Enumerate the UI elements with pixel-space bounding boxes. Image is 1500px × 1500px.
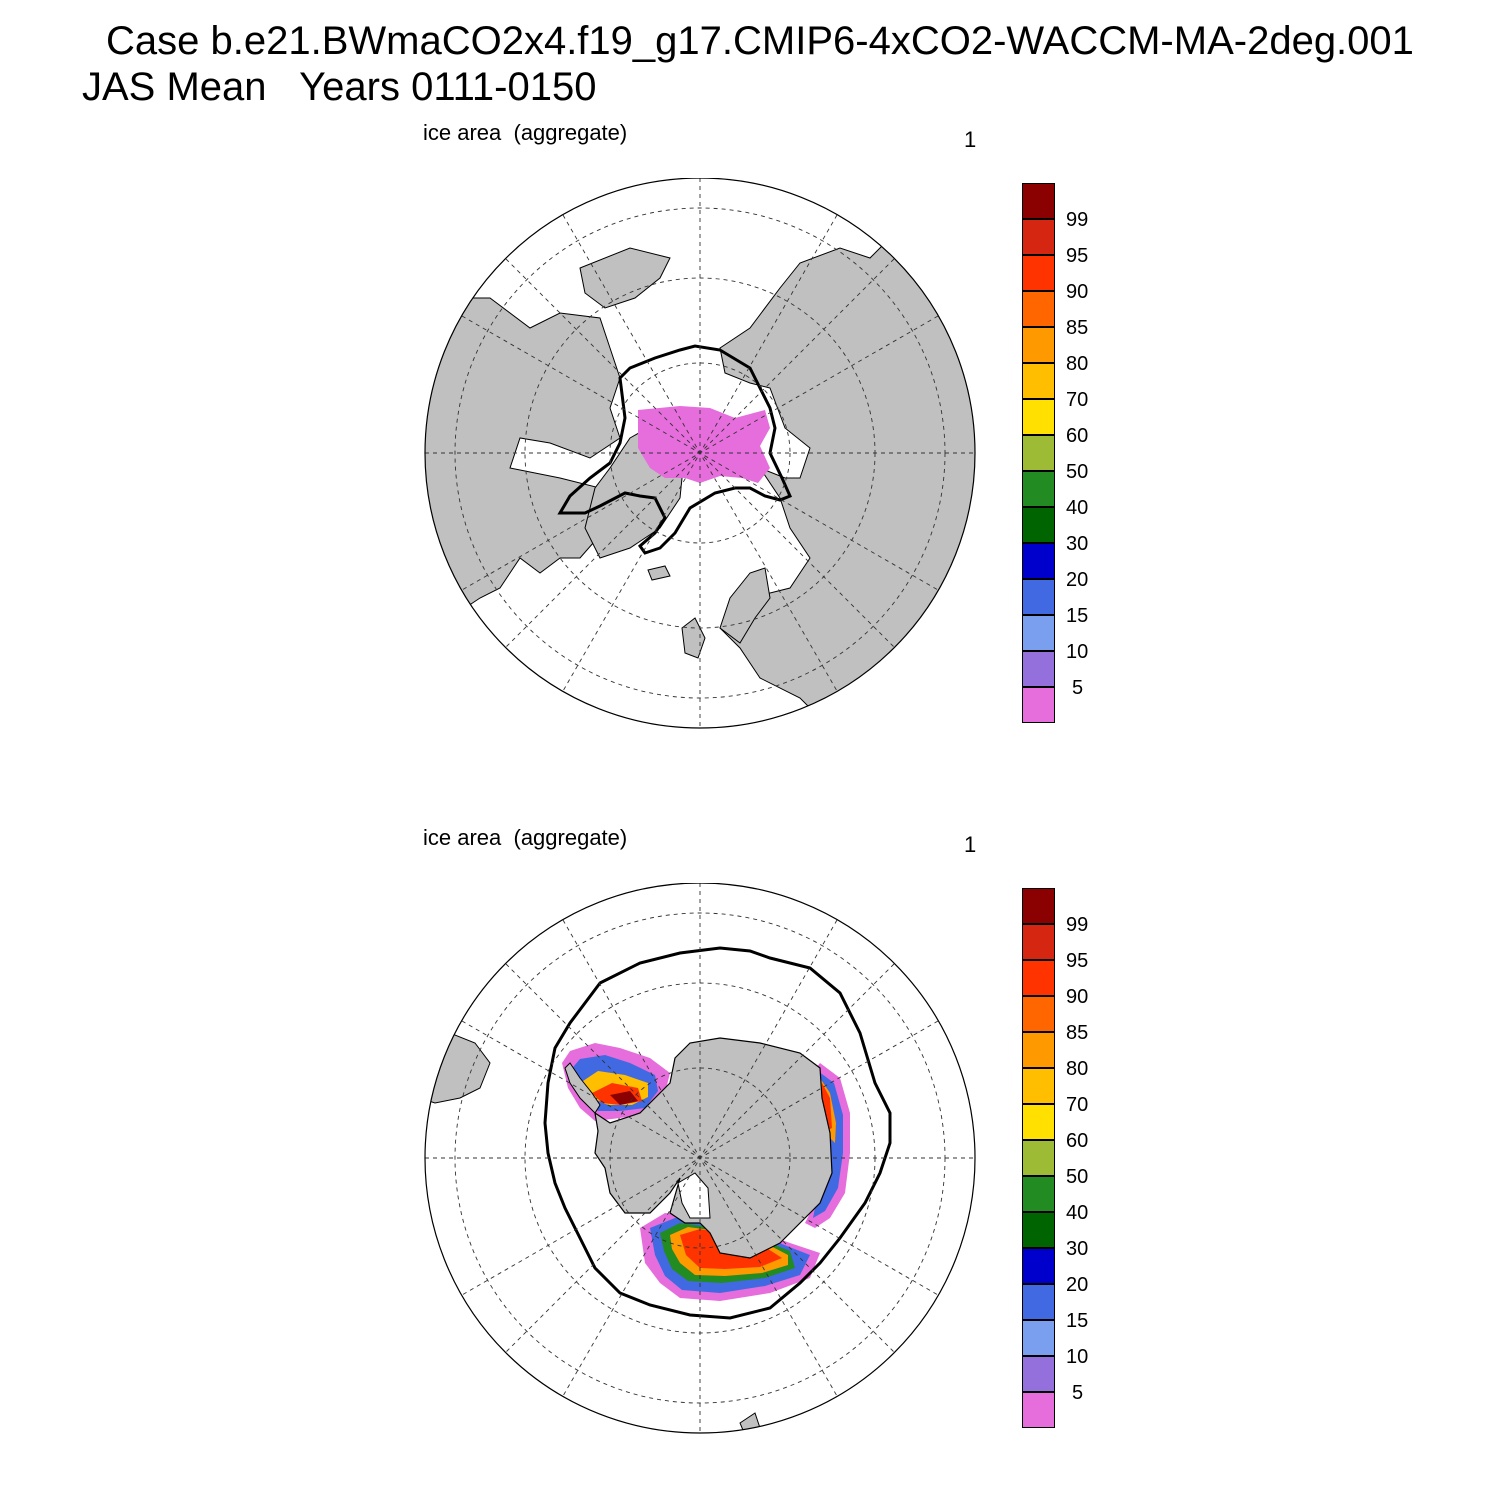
land-scandinavia: [719, 567, 771, 644]
colorbar-north-label: 60: [1066, 425, 1089, 447]
colorbar-south-cell: [1022, 996, 1055, 1032]
colorbar-south-label: 95: [1066, 950, 1089, 972]
map-boundary-north: [424, 178, 976, 729]
ice-shelf-ross: [677, 1172, 711, 1219]
colorbar-south-label: 10: [1066, 1346, 1089, 1368]
north-polar-map: [424, 178, 976, 729]
land-eurasia: [719, 237, 975, 728]
panel-south-label: ice area (aggregate): [423, 825, 628, 850]
colorbar-north-label: 95: [1066, 245, 1089, 267]
land-alaska: [579, 247, 671, 309]
colorbar-south-cell: [1022, 924, 1055, 960]
colorbar-north-cell: [1022, 327, 1055, 363]
colorbar-south-cell: [1022, 1320, 1055, 1356]
colorbar-south-cell: [1022, 1104, 1055, 1140]
colorbar-south-cell: [1022, 1212, 1055, 1248]
colorbar-north-label: 40: [1066, 497, 1089, 519]
colorbar-south-label: 85: [1066, 1022, 1089, 1044]
colorbar-south-cell: [1022, 1392, 1055, 1428]
land-antarctica: [594, 1037, 833, 1259]
colorbar-north-label: 10: [1066, 641, 1089, 663]
colorbar-south-cell: [1022, 1248, 1055, 1284]
colorbar-north-label: 85: [1066, 317, 1089, 339]
colorbar-south-label: 80: [1066, 1058, 1089, 1080]
colorbar-south-label: 5: [1072, 1382, 1084, 1404]
figure-title-case: Case b.e21.BWmaCO2x4.f19_g17.CMIP6-4xCO2…: [106, 19, 1414, 63]
colorbar-south-cell: [1022, 1284, 1055, 1320]
colorbar-north-cell: [1022, 579, 1055, 615]
colorbar-north-cell: [1022, 399, 1055, 435]
colorbar-north-label: 20: [1066, 569, 1089, 591]
panel-north-label: ice area (aggregate): [423, 120, 628, 145]
colorbar-north-cell: [1022, 255, 1055, 291]
colorbar-south-cell: [1022, 888, 1055, 924]
colorbar-south-label: 90: [1066, 986, 1089, 1008]
south-polar-map: [424, 883, 976, 1434]
colorbar-south-label: 50: [1066, 1166, 1089, 1188]
colorbar-south-cell: [1022, 1140, 1055, 1176]
colorbar-south-label: 70: [1066, 1094, 1089, 1116]
colorbar-south-label: 40: [1066, 1202, 1089, 1224]
sea-ice-weddell-darkred: [610, 1091, 638, 1105]
colorbar-south-cell: [1022, 1068, 1055, 1104]
colorbar-north-cell: [1022, 183, 1055, 219]
colorbar-north-label: 50: [1066, 461, 1089, 483]
land-iceland: [647, 565, 671, 581]
colorbar-north-cell: [1022, 543, 1055, 579]
colorbar-north-cell: [1022, 651, 1055, 687]
colorbar-north-label: 15: [1066, 605, 1089, 627]
map-boundary-south: [424, 883, 976, 1434]
colorbar-north-cell: [1022, 291, 1055, 327]
colorbar-north-label: 90: [1066, 281, 1089, 303]
colorbar-north-cell: [1022, 615, 1055, 651]
colorbar-north-label: 70: [1066, 389, 1089, 411]
colorbar-north-cell: [1022, 435, 1055, 471]
colorbar-south-label: 20: [1066, 1274, 1089, 1296]
panel-south-number: 1: [964, 832, 977, 857]
colorbar-north-label: 5: [1072, 677, 1084, 699]
land-antarctic-peninsula: [564, 1062, 601, 1114]
colorbar-north-label: 30: [1066, 533, 1089, 555]
ice-edge-contour-south: [543, 946, 892, 1320]
colorbar-south-cell: [1022, 960, 1055, 996]
colorbar-south-cell: [1022, 1176, 1055, 1212]
colorbar-north-cell: [1022, 507, 1055, 543]
colorbar-south-label: 60: [1066, 1130, 1089, 1152]
colorbar-south-cell: [1022, 1032, 1055, 1068]
colorbar-south-label: 15: [1066, 1310, 1089, 1332]
colorbar-north-label: 99: [1066, 209, 1089, 231]
ice-edge-contour-north: [557, 344, 793, 555]
colorbar-south-label: 99: [1066, 914, 1089, 936]
sea-ice-area-north: [638, 406, 770, 483]
colorbar-north-cell: [1022, 471, 1055, 507]
colorbar-north-cell: [1022, 687, 1055, 723]
colorbar-north-label: 80: [1066, 353, 1089, 375]
colorbar-north-cell: [1022, 219, 1055, 255]
colorbar-south-cell: [1022, 1356, 1055, 1392]
panel-north-number: 1: [964, 127, 977, 152]
colorbar-south-label: 30: [1066, 1238, 1089, 1260]
figure-title-period: JAS Mean Years 0111-0150: [82, 65, 597, 109]
colorbar-north-cell: [1022, 363, 1055, 399]
